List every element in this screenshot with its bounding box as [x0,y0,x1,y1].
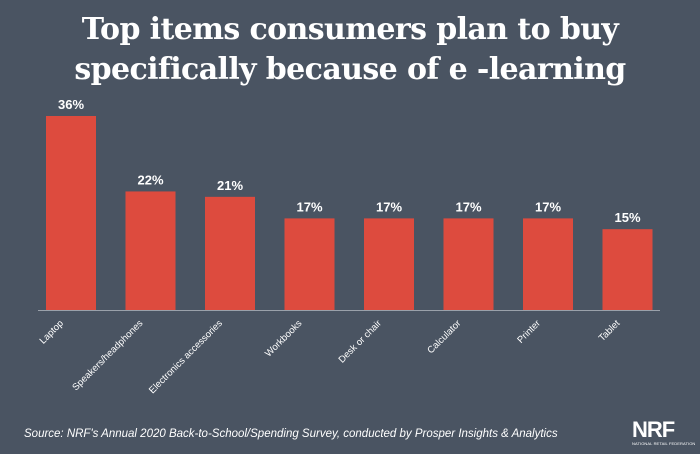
category-label-speakers-headphones: Speakers/headphones [70,318,145,393]
bar-electronics-accessories [205,196,255,310]
value-label-tablet: 15% [614,210,640,225]
bars-group [46,116,653,310]
bar-workbooks [284,218,335,310]
category-label-calculator: Calculator [425,318,463,356]
category-labels-group: Laptop Speakers/headphones Electronics acc… [38,318,623,396]
value-label-workbooks: 17% [296,199,322,214]
source-note: Source: NRF's Annual 2020 Back-to-School… [24,428,558,440]
bar-calculator [443,218,494,310]
bar-speakers-headphones [125,191,176,310]
nrf-logo-tagline: NATIONAL RETAIL FEDERATION [632,441,696,446]
category-label-laptop: Laptop [38,318,66,346]
bar-desk-or-chair [364,218,414,310]
category-label-desk-or-chair: Desk or chair [337,318,384,365]
chart-title-line-2: specifically because of e -learning [74,52,626,87]
value-label-calculator: 17% [455,199,481,214]
value-label-electronics-accessories: 21% [217,178,243,193]
nrf-logo-wordmark: NRF [632,417,675,442]
bar-tablet [602,229,653,310]
nrf-logo: NRF NATIONAL RETAIL FEDERATION [632,417,696,447]
chart-title-line-1: Top items consumers plan to buy [81,12,619,47]
category-label-printer: Printer [515,318,543,346]
value-label-laptop: 36% [58,97,84,112]
chart-title: Top items consumers plan to buy specific… [0,10,700,90]
bar-printer [523,218,573,310]
category-label-workbooks: Workbooks [263,318,304,359]
category-label-tablet: Tablet [597,318,623,344]
value-label-desk-or-chair: 17% [376,199,402,214]
value-label-printer: 17% [535,199,561,214]
category-label-electronics-accessories: Electronics accessories [147,318,225,396]
value-label-speakers-headphones: 22% [137,172,163,187]
bar-laptop [46,116,96,310]
value-labels-group: 36% 22% 21% 17% 17% 17% 17% 15% [58,97,641,225]
